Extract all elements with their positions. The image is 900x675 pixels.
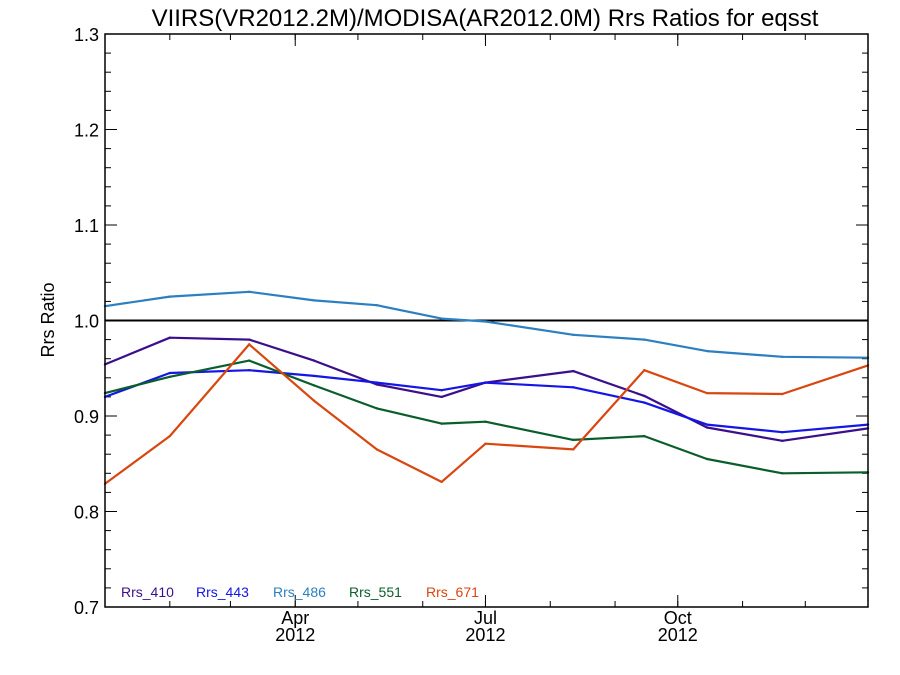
data-point-rrs-671 [643, 368, 646, 372]
y-tick-label: 0.8 [74, 503, 99, 523]
data-point-rrs-486 [484, 320, 487, 323]
data-point-rrs-671 [440, 480, 443, 484]
data-point-rrs-551 [643, 434, 646, 438]
data-point-rrs-551 [484, 420, 487, 423]
series-line-rrs-486 [104, 290, 869, 359]
data-point-rrs-443 [248, 368, 251, 372]
data-point-rrs-671 [781, 392, 784, 396]
data-point-rrs-671 [168, 434, 172, 438]
data-point-rrs-486 [705, 349, 709, 353]
data-point-rrs-551 [248, 359, 251, 362]
x-tick-label: Jul [474, 608, 497, 628]
data-point-rrs-410 [643, 394, 646, 398]
y-tick-label: 1.2 [74, 121, 99, 141]
legend-item: Rrs_443 [196, 584, 249, 600]
data-point-rrs-443 [781, 431, 784, 434]
y-tick-label: 0.9 [74, 407, 99, 427]
series-line-rrs-671 [104, 343, 869, 485]
data-point-rrs-486 [248, 290, 251, 294]
data-point-rrs-551 [572, 438, 575, 442]
data-point-rrs-551 [168, 375, 172, 379]
plot-area: 0.70.80.91.01.11.21.3Apr2012Jul2012Oct20… [74, 25, 870, 645]
data-point-rrs-486 [440, 317, 443, 320]
x-tick-year-label: 2012 [275, 625, 315, 645]
data-point-rrs-486 [168, 295, 172, 298]
data-point-rrs-410 [572, 369, 575, 373]
data-point-rrs-410 [312, 359, 316, 362]
data-point-rrs-410 [375, 383, 378, 386]
data-point-rrs-486 [572, 333, 575, 337]
data-point-rrs-443 [375, 381, 378, 384]
data-point-rrs-443 [572, 386, 575, 389]
data-point-rrs-671 [248, 343, 251, 346]
data-point-rrs-671 [572, 448, 575, 451]
legend-item: Rrs_410 [121, 584, 174, 600]
data-point-rrs-443 [484, 381, 487, 384]
data-point-rrs-443 [643, 401, 646, 404]
x-tick-label: Apr [281, 608, 309, 628]
data-point-rrs-671 [705, 391, 709, 395]
data-point-rrs-410 [440, 395, 443, 399]
chart-title: VIIRS(VR2012.2M)/MODISA(AR2012.0M) Rrs R… [152, 5, 819, 32]
data-point-rrs-410 [168, 336, 172, 339]
x-tick-label: Oct [664, 608, 692, 628]
series-line-rrs-551 [104, 359, 869, 475]
data-point-rrs-671 [312, 399, 316, 402]
data-point-rrs-671 [375, 448, 378, 451]
data-point-rrs-551 [440, 422, 443, 425]
y-tick-label: 1.3 [74, 25, 99, 45]
data-point-rrs-410 [248, 338, 251, 341]
data-point-rrs-551 [781, 472, 784, 475]
series-line-rrs-443 [104, 369, 869, 434]
series-line-rrs-410 [104, 336, 869, 442]
data-point-rrs-486 [781, 355, 784, 358]
y-tick-label: 0.7 [74, 598, 99, 618]
data-point-rrs-551 [705, 457, 709, 461]
y-axis-label: Rrs Ratio [38, 282, 58, 357]
data-point-rrs-410 [705, 426, 709, 429]
x-tick-year-label: 2012 [658, 625, 698, 645]
data-point-rrs-486 [312, 299, 316, 302]
data-point-rrs-443 [440, 389, 443, 392]
data-point-rrs-486 [643, 338, 646, 341]
legend-item: Rrs_486 [273, 584, 326, 600]
plot-frame [104, 33, 869, 608]
x-tick-year-label: 2012 [465, 625, 505, 645]
y-tick-label: 1.0 [74, 312, 99, 332]
data-point-rrs-443 [705, 423, 709, 426]
y-tick-label: 1.1 [74, 216, 99, 236]
legend-item: Rrs_551 [349, 584, 402, 600]
data-point-rrs-443 [168, 371, 172, 375]
legend-item: Rrs_671 [426, 584, 479, 600]
data-point-rrs-551 [312, 384, 316, 387]
data-point-rrs-443 [312, 374, 316, 378]
data-point-rrs-410 [781, 439, 784, 443]
data-point-rrs-486 [375, 304, 378, 307]
data-point-rrs-671 [484, 442, 487, 445]
data-point-rrs-551 [375, 407, 378, 410]
